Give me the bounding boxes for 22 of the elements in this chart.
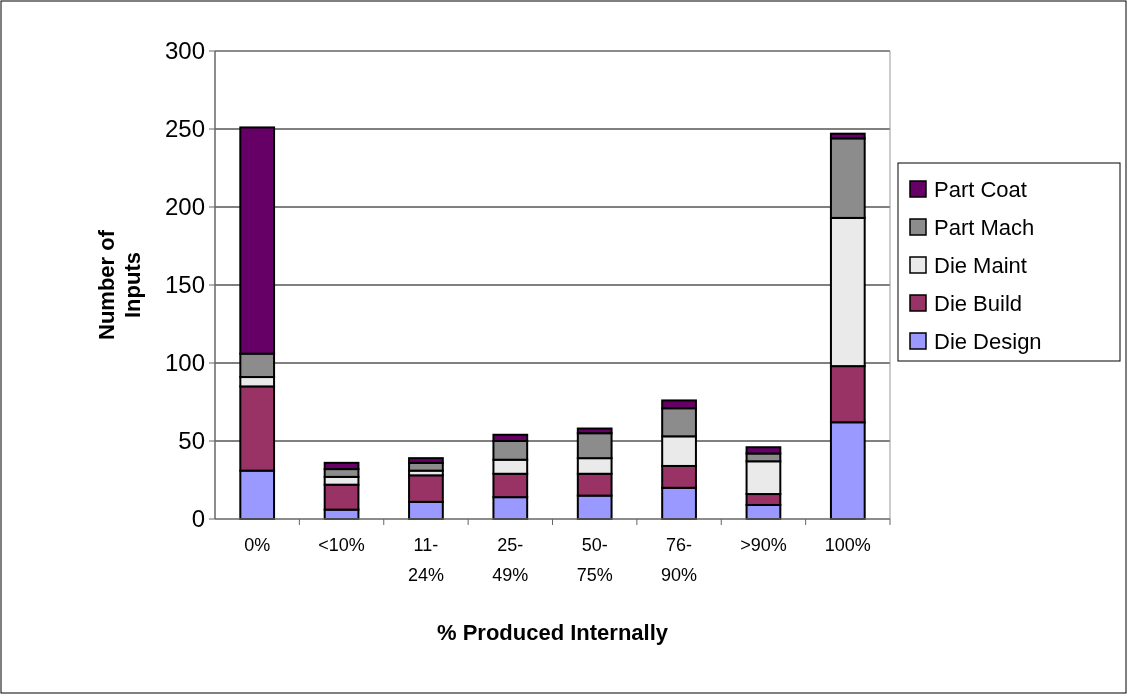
x-tick-label: 50-75% [576, 535, 613, 585]
legend-label: Die Build [934, 290, 1023, 316]
y-tick-label: 50 [178, 427, 205, 455]
x-tick-label: <10% [318, 535, 365, 555]
legend-label: Die Maint [934, 252, 1027, 278]
y-tick-label: 250 [164, 115, 205, 143]
y-tick-label: 200 [164, 193, 205, 221]
x-tick-label: 11-24% [407, 535, 444, 585]
x-tick-label: 76-90% [661, 535, 698, 585]
x-tick-label: 25-49% [492, 535, 529, 585]
x-tick-label: 0% [244, 535, 271, 555]
y-axis-title: Number of Inputs [93, 229, 145, 340]
y-tick-label: 300 [164, 37, 205, 65]
y-tick-label: 0 [191, 505, 205, 533]
x-axis-title: % Produced Internally [436, 620, 669, 645]
legend-label: Die Design [934, 328, 1042, 354]
legend-label: Part Coat [934, 176, 1027, 202]
x-tick-label: >90% [740, 535, 787, 555]
y-tick-label: 150 [164, 271, 205, 299]
legend-label: Part Mach [934, 214, 1035, 240]
x-tick-label: 100% [824, 535, 871, 555]
y-tick-label: 100 [164, 349, 205, 377]
